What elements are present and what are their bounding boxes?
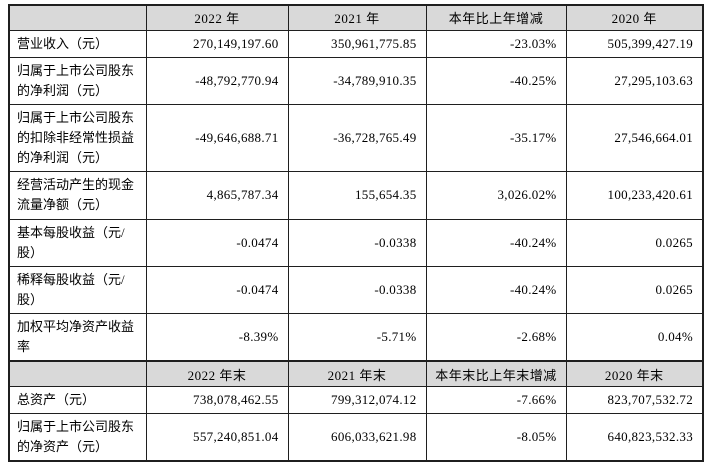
row-weighted-avg-roe: 加权平均净资产收益率 -8.39% -5.71% -2.68% 0.04% — [8, 313, 704, 362]
financial-summary-table-container: 2022 年 2021 年 本年比上年增减 2020 年 营业收入（元） 270… — [8, 4, 704, 462]
cell-value: -8.39% — [145, 313, 289, 362]
financial-summary-table: 2022 年 2021 年 本年比上年增减 2020 年 营业收入（元） 270… — [8, 4, 704, 462]
header-cell-2020-end: 2020 年末 — [565, 360, 704, 387]
header-cell-2020: 2020 年 — [565, 4, 704, 31]
row-operating-revenue: 营业收入（元） 270,149,197.60 350,961,775.85 -2… — [8, 29, 704, 58]
header-cell-2021-end: 2021 年末 — [287, 360, 427, 387]
row-total-assets: 总资产（元） 738,078,462.55 799,312,074.12 -7.… — [8, 385, 704, 415]
cell-value: 557,240,851.04 — [145, 413, 289, 462]
cell-value: -7.66% — [425, 385, 567, 415]
row-label: 基本每股收益（元/股） — [8, 218, 147, 267]
cell-value: -49,646,688.71 — [145, 103, 289, 173]
row-label: 归属于上市公司股东的净资产（元） — [8, 413, 147, 462]
row-net-profit-excl-nonrecurring: 归属于上市公司股东的扣除非经常性损益的净利润（元） -49,646,688.71… — [8, 103, 704, 173]
header-cell-blank — [8, 360, 147, 387]
cell-value: 799,312,074.12 — [287, 385, 427, 415]
cell-value: 823,707,532.72 — [565, 385, 704, 415]
header-cell-blank — [8, 4, 147, 31]
row-net-profit-attributable: 归属于上市公司股东的净利润（元） -48,792,770.94 -34,789,… — [8, 56, 704, 105]
header-row-year-end: 2022 年末 2021 年末 本年末比上年末增减 2020 年末 — [8, 360, 704, 387]
cell-value: 606,033,621.98 — [287, 413, 427, 462]
row-label: 总资产（元） — [8, 385, 147, 415]
header-cell-2022: 2022 年 — [145, 4, 289, 31]
cell-value: 27,546,664.01 — [565, 103, 704, 173]
cell-value: 270,149,197.60 — [145, 29, 289, 58]
header-cell-yoy-end-change: 本年末比上年末增减 — [425, 360, 567, 387]
header-cell-2021: 2021 年 — [287, 4, 427, 31]
row-label: 稀释每股收益（元/股） — [8, 265, 147, 315]
cell-value: 3,026.02% — [425, 171, 567, 220]
cell-value: -40.24% — [425, 218, 567, 267]
cell-value: 0.0265 — [565, 265, 704, 315]
row-label: 加权平均净资产收益率 — [8, 313, 147, 362]
row-diluted-eps: 稀释每股收益（元/股） -0.0474 -0.0338 -40.24% 0.02… — [8, 265, 704, 315]
cell-value: 738,078,462.55 — [145, 385, 289, 415]
cell-value: 640,823,532.33 — [565, 413, 704, 462]
row-label: 归属于上市公司股东的净利润（元） — [8, 56, 147, 105]
cell-value: -23.03% — [425, 29, 567, 58]
cell-value: -5.71% — [287, 313, 427, 362]
row-net-assets-attributable: 归属于上市公司股东的净资产（元） 557,240,851.04 606,033,… — [8, 413, 704, 462]
header-cell-yoy-change: 本年比上年增减 — [425, 4, 567, 31]
cell-value: -36,728,765.49 — [287, 103, 427, 173]
cell-value: -8.05% — [425, 413, 567, 462]
cell-value: -0.0474 — [145, 218, 289, 267]
cell-value: 27,295,103.63 — [565, 56, 704, 105]
row-label: 归属于上市公司股东的扣除非经常性损益的净利润（元） — [8, 103, 147, 173]
cell-value: 0.04% — [565, 313, 704, 362]
row-operating-cash-flow: 经营活动产生的现金流量净额（元） 4,865,787.34 155,654.35… — [8, 171, 704, 220]
cell-value: -35.17% — [425, 103, 567, 173]
row-basic-eps: 基本每股收益（元/股） -0.0474 -0.0338 -40.24% 0.02… — [8, 218, 704, 267]
cell-value: -0.0338 — [287, 265, 427, 315]
header-row-annual: 2022 年 2021 年 本年比上年增减 2020 年 — [8, 4, 704, 31]
cell-value: -40.24% — [425, 265, 567, 315]
cell-value: -48,792,770.94 — [145, 56, 289, 105]
row-label: 经营活动产生的现金流量净额（元） — [8, 171, 147, 220]
cell-value: -2.68% — [425, 313, 567, 362]
cell-value: 505,399,427.19 — [565, 29, 704, 58]
cell-value: -0.0474 — [145, 265, 289, 315]
cell-value: -34,789,910.35 — [287, 56, 427, 105]
header-cell-2022-end: 2022 年末 — [145, 360, 289, 387]
cell-value: -0.0338 — [287, 218, 427, 267]
cell-value: 0.0265 — [565, 218, 704, 267]
cell-value: 4,865,787.34 — [145, 171, 289, 220]
cell-value: 100,233,420.61 — [565, 171, 704, 220]
row-label: 营业收入（元） — [8, 29, 147, 58]
cell-value: -40.25% — [425, 56, 567, 105]
cell-value: 350,961,775.85 — [287, 29, 427, 58]
cell-value: 155,654.35 — [287, 171, 427, 220]
